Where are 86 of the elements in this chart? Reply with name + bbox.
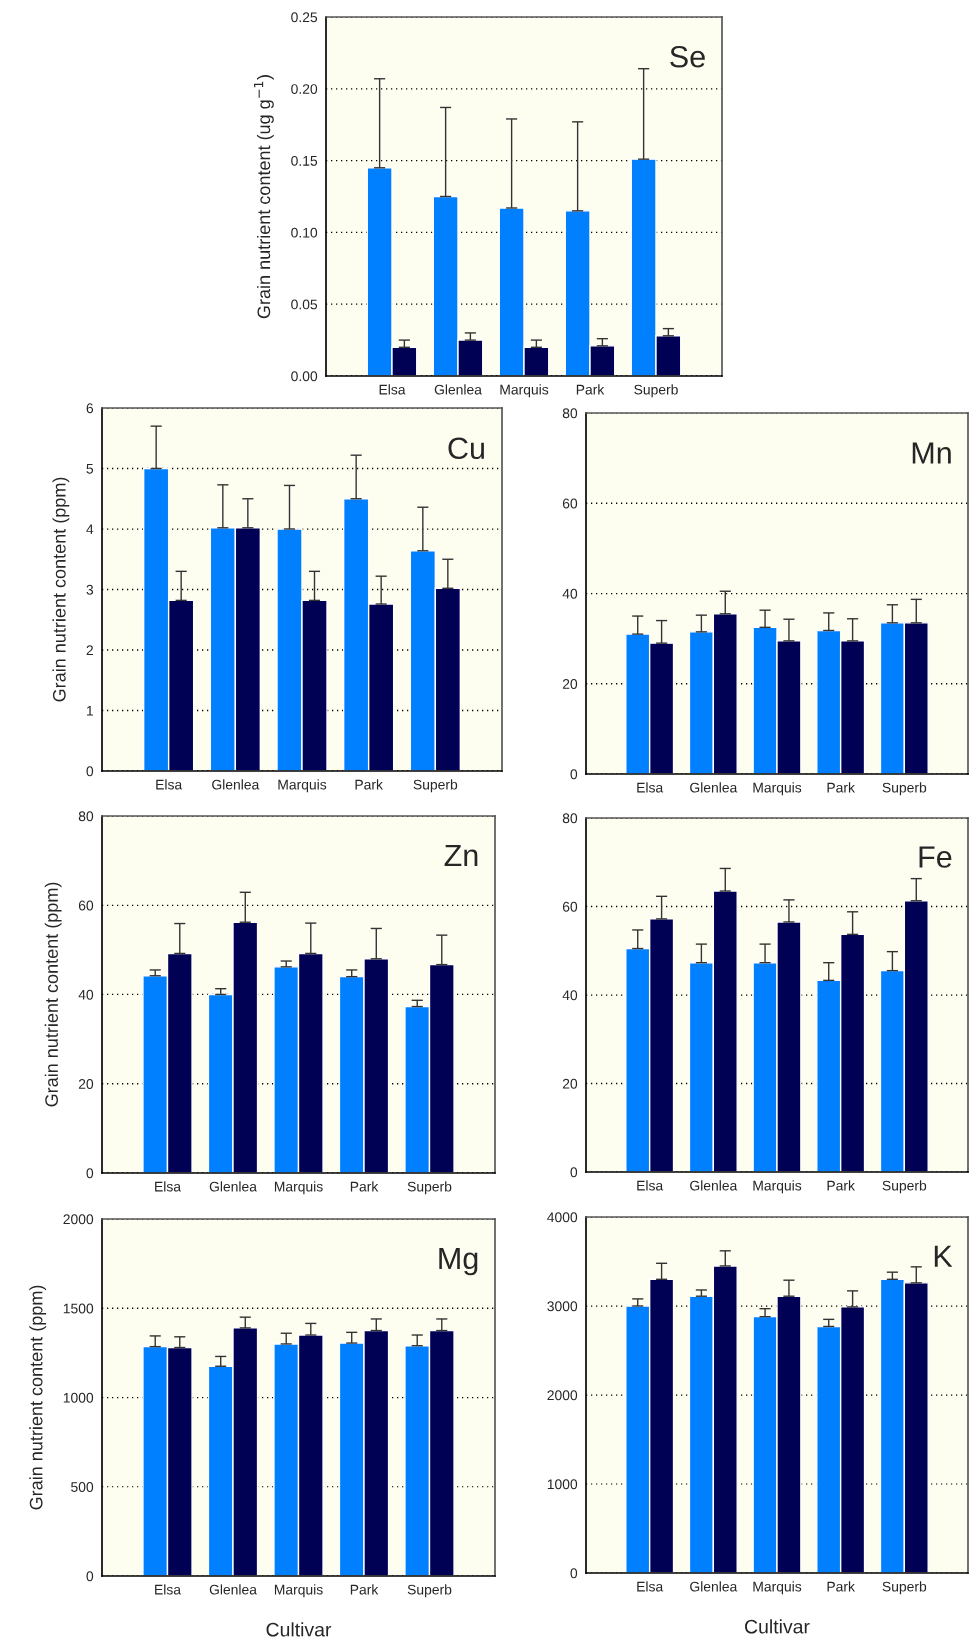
x-tick-label: Glenlea bbox=[209, 1584, 257, 1595]
y-tick-label: 3000 bbox=[547, 1301, 578, 1312]
y-axis-title: Grain nutrient content (ppm) bbox=[52, 477, 70, 702]
y-tick-label: 0 bbox=[86, 1168, 94, 1179]
x-tick-label: Marquis bbox=[274, 1181, 323, 1195]
x-tick-label: Superb bbox=[882, 782, 927, 796]
y-tick-label: 6 bbox=[86, 403, 94, 414]
x-tick-label: Park bbox=[350, 1181, 379, 1192]
y-tick-label: 60 bbox=[562, 901, 578, 912]
x-tick-label: Park bbox=[827, 782, 855, 793]
y-tick-label: 80 bbox=[562, 408, 578, 419]
x-tick-label: Glenlea bbox=[690, 782, 738, 793]
y-tick-label: 0 bbox=[570, 1167, 578, 1178]
y-tick-label: 0 bbox=[86, 1571, 94, 1582]
y-tick-label: 0 bbox=[86, 766, 94, 777]
x-tick-label: Elsa bbox=[379, 384, 406, 395]
y-tick-label: 0 bbox=[570, 1568, 578, 1579]
text: Mg bbox=[439, 1247, 478, 1276]
y-axis-title: Grain nutrient content (ppm) bbox=[44, 882, 62, 1107]
y-tick-label: 80 bbox=[78, 811, 94, 822]
text: K bbox=[934, 1245, 953, 1267]
x-tick-label: Superb bbox=[882, 1180, 927, 1194]
x-tick-label: Glenlea bbox=[434, 384, 482, 395]
text: Se bbox=[670, 45, 705, 68]
y-tick-label: 1500 bbox=[63, 1303, 94, 1314]
y-tick-label: 4 bbox=[86, 524, 94, 535]
y-tick-label: 40 bbox=[78, 989, 94, 1000]
y-tick-label: 4000 bbox=[547, 1212, 578, 1223]
text: Cu bbox=[448, 437, 484, 460]
y-axis-title: Grain nutrient content (ug g$^{−1}$) bbox=[253, 75, 274, 319]
y-tick-label: 0 bbox=[570, 769, 578, 780]
x-tick-label: Park bbox=[576, 384, 605, 395]
x-tick-label: Superb bbox=[407, 1181, 452, 1195]
y-tick-label: 60 bbox=[562, 498, 578, 509]
x-tick-label: Marquis bbox=[753, 1581, 802, 1595]
y-tick-label: 2000 bbox=[547, 1390, 578, 1401]
x-axis-title: Cultivar bbox=[745, 1619, 810, 1634]
x-tick-label: Elsa bbox=[637, 1180, 664, 1191]
y-tick-label: 2000 bbox=[63, 1214, 94, 1225]
x-tick-label: Elsa bbox=[155, 1181, 182, 1192]
x-tick-label: Superb bbox=[407, 1584, 452, 1598]
x-tick-label: Park bbox=[827, 1180, 855, 1191]
x-tick-label: Marquis bbox=[753, 782, 802, 796]
x-tick-label: Marquis bbox=[500, 384, 549, 398]
x-tick-label: Glenlea bbox=[690, 1581, 738, 1592]
y-tick-label: 40 bbox=[562, 588, 578, 599]
y-tick-label: 1000 bbox=[63, 1392, 94, 1403]
x-axis-title: Cultivar bbox=[266, 1622, 332, 1637]
y-tick-label: 0.15 bbox=[291, 155, 318, 166]
text: Mn bbox=[912, 442, 951, 464]
y-tick-label: 20 bbox=[78, 1079, 94, 1089]
x-tick-label: Superb bbox=[634, 384, 678, 398]
y-tick-label: 80 bbox=[562, 813, 578, 824]
y-tick-label: 40 bbox=[562, 990, 578, 1001]
x-tick-label: Park bbox=[350, 1584, 379, 1595]
x-tick-label: Park bbox=[355, 779, 383, 790]
x-tick-label: Marquis bbox=[278, 779, 327, 793]
text: Zn bbox=[444, 844, 478, 866]
y-tick-label: 0.10 bbox=[291, 227, 318, 238]
y-tick-label: 20 bbox=[562, 679, 578, 689]
y-tick-label: 500 bbox=[71, 1482, 94, 1492]
x-tick-label: Superb bbox=[413, 779, 458, 793]
y-tick-label: 3 bbox=[86, 584, 94, 595]
y-tick-label: 1 bbox=[87, 705, 93, 716]
x-tick-label: Elsa bbox=[637, 1581, 664, 1592]
y-tick-label: 1000 bbox=[547, 1479, 578, 1490]
x-tick-label: Glenlea bbox=[209, 1181, 257, 1192]
x-tick-label: Park bbox=[827, 1581, 855, 1592]
x-tick-label: Marquis bbox=[753, 1180, 802, 1194]
y-tick-label: 5 bbox=[86, 463, 94, 474]
x-tick-label: Elsa bbox=[637, 782, 664, 793]
y-tick-label: 0.25 bbox=[291, 12, 318, 23]
x-tick-label: Marquis bbox=[274, 1584, 323, 1598]
x-tick-label: Glenlea bbox=[690, 1180, 738, 1191]
y-tick-label: 20 bbox=[562, 1078, 578, 1089]
y-tick-label: 0.00 bbox=[291, 371, 318, 382]
y-tick-label: 0.05 bbox=[291, 299, 318, 310]
y-tick-label: 2 bbox=[86, 645, 93, 656]
x-tick-label: Elsa bbox=[156, 779, 183, 790]
x-tick-label: Elsa bbox=[155, 1584, 182, 1595]
x-tick-label: Superb bbox=[882, 1581, 927, 1595]
x-tick-label: Glenlea bbox=[212, 779, 260, 790]
y-tick-label: 0.20 bbox=[291, 84, 318, 94]
y-tick-label: 60 bbox=[78, 900, 94, 911]
y-axis-title: Grain nutrient content (ppm) bbox=[29, 1285, 47, 1510]
text: Fe bbox=[919, 846, 952, 868]
